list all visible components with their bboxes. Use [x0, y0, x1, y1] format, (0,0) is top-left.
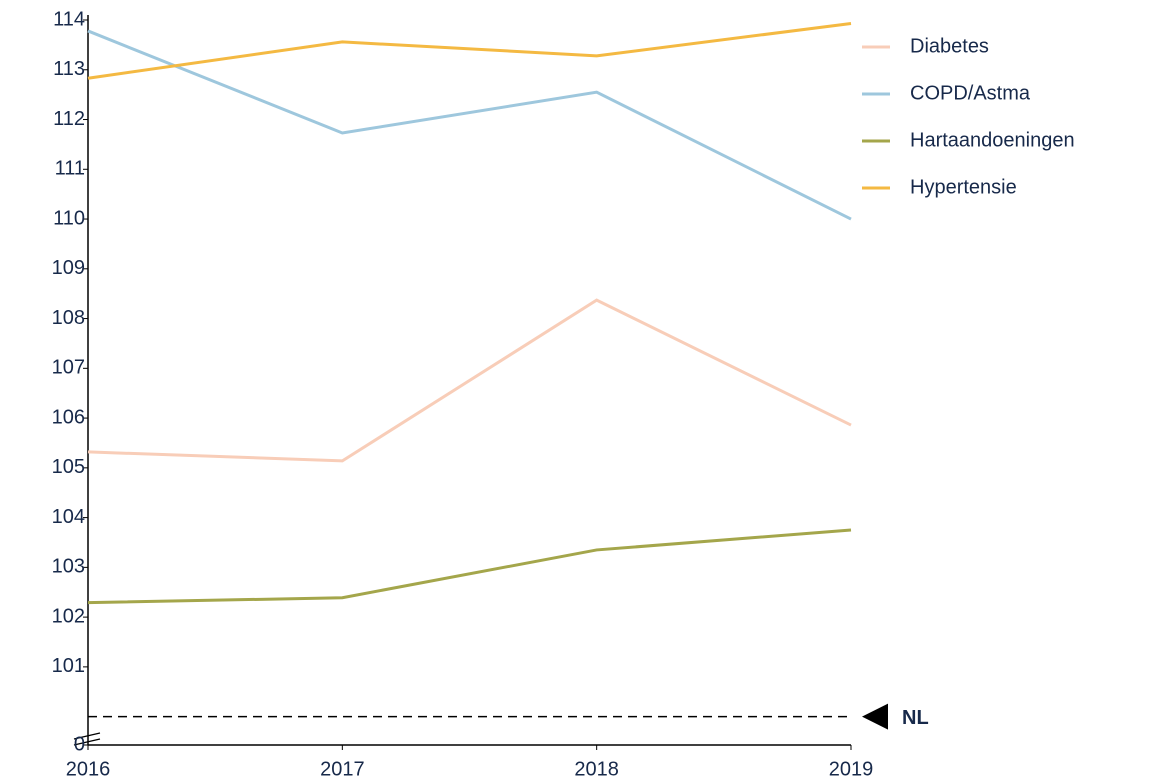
- x-tick-label: 2016: [66, 758, 111, 780]
- y-tick-label: 110: [53, 207, 85, 229]
- series-line: [87, 29, 852, 221]
- series-line: [87, 298, 852, 463]
- y-tick-label: 105: [52, 456, 85, 478]
- y-tick-label: 102: [52, 605, 85, 627]
- y-tick-label: 103: [52, 556, 85, 578]
- y-tick-label: 106: [52, 406, 85, 428]
- series-line: [87, 528, 852, 605]
- x-tick-label: 2019: [829, 758, 874, 780]
- x-tick-label: 2017: [320, 758, 365, 780]
- axis-break: [73, 738, 101, 746]
- y-tick-label: 104: [52, 506, 85, 528]
- series-line: [87, 21, 852, 80]
- legend-label: Hypertensie: [910, 176, 1017, 198]
- legend-label: Hartaandoeningen: [910, 129, 1075, 151]
- y-tick-label: 113: [53, 58, 85, 80]
- y-tick-label: 112: [53, 108, 85, 130]
- y-tick-label: 107: [52, 357, 85, 379]
- reference-marker: [862, 703, 888, 730]
- y-tick-label: 109: [52, 257, 85, 279]
- y-tick-label: 0: [74, 733, 85, 755]
- y-tick-label: 108: [52, 307, 85, 329]
- y-tick-label: 114: [53, 8, 85, 30]
- x-tick-label: 2018: [574, 758, 619, 780]
- legend-label: Diabetes: [910, 35, 989, 57]
- axis-break: [73, 732, 101, 740]
- reference-label: NL: [902, 707, 929, 729]
- legend-label: COPD/Astma: [910, 82, 1031, 104]
- y-tick-label: 111: [55, 158, 85, 180]
- y-tick-label: 101: [52, 655, 85, 677]
